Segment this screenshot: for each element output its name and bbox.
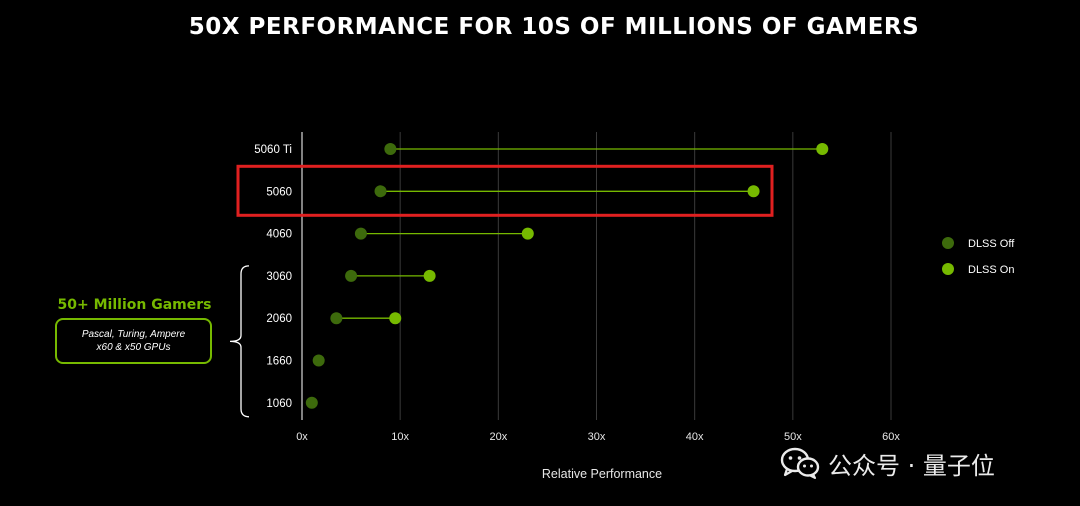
legend-marker [942,263,954,275]
category-label: 4060 [266,229,292,241]
category-label: 5060 [266,186,292,198]
highlight-box [236,164,774,217]
gridlines [399,132,892,420]
dlss-off-point [384,143,397,155]
watermark: 公众号 · 量子位 [780,446,995,480]
dlss-off-point [354,227,367,240]
x-tick-labels: 0x 10x 20x 30x 40x 50x 60x [296,431,900,443]
x-tick-label: 30x [588,431,606,443]
wechat-icon [780,447,820,479]
category-label: 2060 [266,313,292,325]
callout-line-1: Pascal, Turing, Ampere [81,329,186,340]
dlss-off-point [374,185,387,198]
category-label: 1060 [266,398,292,410]
callout-heading: 50+ Million Gamers [57,297,212,313]
dlss-on-point [389,312,402,325]
x-tick-label: 40x [686,431,704,443]
dlss-on-point [816,143,829,155]
callout-line-2: x60 & x50 GPUs [96,342,171,353]
category-labels: 5060 Ti 5060 4060 3060 2060 1660 1060 [254,144,292,410]
chart-title: 50X PERFORMANCE FOR 10S OF MILLIONS OF G… [188,14,920,40]
x-tick-label: 50x [784,431,802,443]
x-tick-label: 20x [489,431,507,443]
callout-box: Pascal, Turing, Ampere x60 & x50 GPUs [55,318,212,364]
dlss-on-point [521,227,534,240]
legend-label: DLSS On [968,264,1014,276]
dlss-off-point [330,312,343,325]
category-label: 1660 [266,356,292,368]
legend: DLSS Off DLSS On [942,237,1015,276]
data-marks [305,143,829,409]
bracket [229,265,250,418]
category-label: 3060 [266,271,292,283]
watermark-text: 公众号 · 量子位 [828,451,995,480]
x-tick-label: 0x [296,431,308,443]
legend-marker [942,237,954,249]
x-tick-label: 10x [391,431,409,443]
dlss-on-point [423,269,436,282]
x-axis-label: Relative Performance [542,467,662,481]
x-tick-label: 60x [882,431,900,443]
category-label: 5060 Ti [254,144,292,156]
legend-label: DLSS Off [968,238,1015,250]
dlss-off-point [345,269,358,282]
dlss-off-point [305,396,318,409]
dlss-on-point [747,185,760,198]
dlss-off-point [312,354,325,367]
